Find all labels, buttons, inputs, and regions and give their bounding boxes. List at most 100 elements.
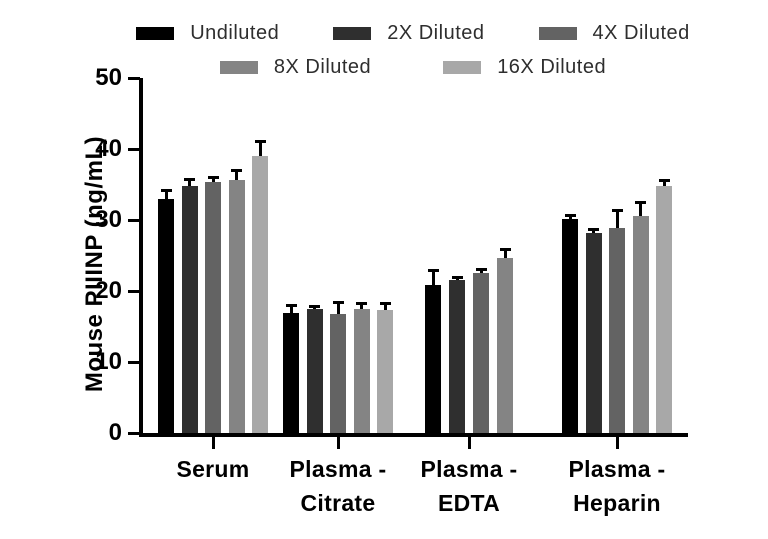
x-axis-line bbox=[139, 433, 688, 437]
bar-plasma-heparin-undiluted bbox=[562, 219, 578, 433]
x-tick-plasma-heparin bbox=[615, 437, 619, 449]
legend-row-1: Undiluted 2X Diluted 4X Diluted bbox=[120, 22, 706, 45]
error-bar-stem-serum-8x-diluted bbox=[235, 170, 238, 181]
bar-plasma-heparin-8x-diluted bbox=[632, 215, 649, 433]
error-bar-stem-plasma-citrate-16x-diluted bbox=[383, 303, 387, 311]
legend-swatch-2x-diluted bbox=[333, 27, 372, 40]
bar-serum-8x-diluted bbox=[228, 180, 245, 433]
legend-label: 8X Diluted bbox=[273, 56, 372, 78]
legend-item-4x-diluted: 4X Diluted bbox=[538, 22, 690, 45]
error-bar-stem-serum-2x-diluted bbox=[188, 178, 191, 186]
error-bar-cap-plasma-citrate-8x-diluted bbox=[356, 302, 367, 306]
error-bar-stem-plasma-citrate-8x-diluted bbox=[360, 303, 363, 310]
legend-item-8x-diluted: 8X Diluted bbox=[219, 56, 372, 79]
error-bar-cap-plasma-citrate-16x-diluted bbox=[379, 302, 391, 306]
error-bar-cap-plasma-edta-8x-diluted bbox=[499, 248, 511, 252]
bar-plasma-citrate-16x-diluted bbox=[377, 310, 393, 433]
x-group-label-plasma-citrate: Plasma - Citrate bbox=[258, 452, 418, 520]
y-tick-20 bbox=[128, 289, 140, 293]
error-bar-stem-plasma-heparin-16x-diluted bbox=[662, 179, 666, 186]
error-bar-cap-plasma-edta-undiluted bbox=[427, 268, 439, 272]
y-tick-label-10: 10 bbox=[95, 348, 122, 375]
error-bar-cap-plasma-heparin-2x-diluted bbox=[588, 228, 599, 232]
y-tick-label-40: 40 bbox=[95, 135, 122, 162]
x-group-label-plasma-heparin: Plasma - Heparin bbox=[537, 452, 697, 520]
bar-plasma-edta-undiluted bbox=[425, 285, 441, 433]
x-tick-plasma-citrate bbox=[336, 437, 340, 449]
bar-serum-4x-diluted bbox=[205, 181, 221, 433]
bar-plasma-edta-8x-diluted bbox=[497, 257, 513, 433]
error-bar-cap-plasma-citrate-undiluted bbox=[285, 304, 297, 308]
legend-label: 4X Diluted bbox=[592, 22, 690, 44]
x-group-label-line: Heparin bbox=[573, 490, 661, 516]
error-bar-stem-plasma-heparin-4x-diluted bbox=[615, 210, 619, 228]
error-bar-cap-plasma-citrate-2x-diluted bbox=[309, 304, 320, 308]
legend-label: 2X Diluted bbox=[387, 22, 485, 44]
error-bar-stem-serum-16x-diluted bbox=[258, 141, 262, 157]
bar-plasma-heparin-4x-diluted bbox=[609, 227, 625, 433]
error-bar-stem-plasma-heparin-8x-diluted bbox=[639, 202, 642, 216]
y-tick-0 bbox=[128, 431, 140, 435]
error-bar-stem-plasma-citrate-4x-diluted bbox=[336, 301, 340, 315]
error-bar-cap-serum-4x-diluted bbox=[207, 176, 219, 180]
x-tick-plasma-edta bbox=[467, 437, 471, 449]
x-tick-serum bbox=[211, 437, 215, 449]
error-bar-stem-serum-undiluted bbox=[164, 190, 168, 200]
bar-plasma-heparin-2x-diluted bbox=[585, 232, 602, 433]
x-group-label-serum: Serum bbox=[133, 452, 293, 486]
y-tick-label-0: 0 bbox=[108, 419, 122, 446]
y-tick-label-30: 30 bbox=[95, 206, 122, 233]
error-bar-cap-serum-2x-diluted bbox=[184, 177, 195, 181]
error-bar-cap-plasma-heparin-8x-diluted bbox=[635, 201, 646, 205]
x-group-label-line: Serum bbox=[176, 456, 250, 482]
bar-plasma-edta-2x-diluted bbox=[449, 280, 465, 433]
bar-plasma-citrate-8x-diluted bbox=[353, 309, 370, 433]
error-bar-stem-plasma-edta-8x-diluted bbox=[503, 249, 507, 258]
x-group-label-line: EDTA bbox=[437, 490, 501, 516]
x-group-label-line: Citrate bbox=[300, 490, 376, 516]
bar-serum-2x-diluted bbox=[181, 185, 198, 433]
error-bar-stem-plasma-edta-undiluted bbox=[431, 269, 435, 286]
x-group-label-line: Plasma - bbox=[568, 456, 666, 482]
legend-row-2: 8X Diluted 16X Diluted bbox=[120, 56, 706, 79]
bar-plasma-citrate-undiluted bbox=[283, 313, 299, 433]
x-group-label-line: Plasma - bbox=[289, 456, 387, 482]
error-bar-cap-serum-8x-diluted bbox=[231, 169, 242, 173]
error-bar-cap-plasma-heparin-4x-diluted bbox=[611, 209, 623, 213]
error-bar-stem-serum-4x-diluted bbox=[211, 177, 215, 182]
error-bar-stem-plasma-edta-4x-diluted bbox=[479, 268, 483, 274]
y-tick-30 bbox=[128, 218, 140, 222]
error-bar-cap-plasma-edta-4x-diluted bbox=[475, 267, 487, 271]
x-group-label-line: Plasma - bbox=[420, 456, 518, 482]
error-bar-cap-serum-undiluted bbox=[160, 189, 172, 193]
error-bar-cap-plasma-citrate-4x-diluted bbox=[332, 300, 344, 304]
legend-swatch-undiluted bbox=[136, 27, 175, 40]
bar-plasma-citrate-2x-diluted bbox=[306, 309, 323, 433]
bar-plasma-edta-4x-diluted bbox=[473, 273, 489, 433]
y-tick-label-50: 50 bbox=[95, 64, 122, 91]
legend-label: Undiluted bbox=[190, 22, 280, 44]
legend-item-undiluted: Undiluted bbox=[136, 22, 279, 45]
error-bar-cap-plasma-heparin-16x-diluted bbox=[658, 178, 670, 182]
bar-serum-16x-diluted bbox=[252, 156, 268, 433]
y-tick-40 bbox=[128, 147, 140, 151]
legend-label: 16X Diluted bbox=[497, 56, 607, 78]
bar-plasma-heparin-16x-diluted bbox=[656, 185, 672, 433]
bar-serum-undiluted bbox=[158, 199, 174, 433]
error-bar-cap-plasma-edta-2x-diluted bbox=[451, 275, 463, 279]
error-bar-cap-plasma-heparin-undiluted bbox=[564, 214, 576, 218]
legend-item-16x-diluted: 16X Diluted bbox=[443, 56, 606, 79]
bar-plasma-citrate-4x-diluted bbox=[330, 314, 346, 433]
legend-swatch-16x-diluted bbox=[443, 61, 482, 74]
y-tick-label-20: 20 bbox=[95, 277, 122, 304]
error-bar-stem-plasma-heparin-undiluted bbox=[568, 215, 572, 220]
y-tick-10 bbox=[128, 360, 140, 364]
x-group-label-plasma-edta: Plasma - EDTA bbox=[389, 452, 549, 520]
legend-item-2x-diluted: 2X Diluted bbox=[333, 22, 484, 45]
y-tick-50 bbox=[128, 76, 140, 80]
chart-legend: Undiluted 2X Diluted 4X Diluted 8X Diluted… bbox=[120, 22, 706, 90]
legend-swatch-8x-diluted bbox=[219, 61, 258, 74]
error-bar-cap-serum-16x-diluted bbox=[254, 140, 266, 144]
legend-swatch-4x-diluted bbox=[538, 27, 577, 40]
